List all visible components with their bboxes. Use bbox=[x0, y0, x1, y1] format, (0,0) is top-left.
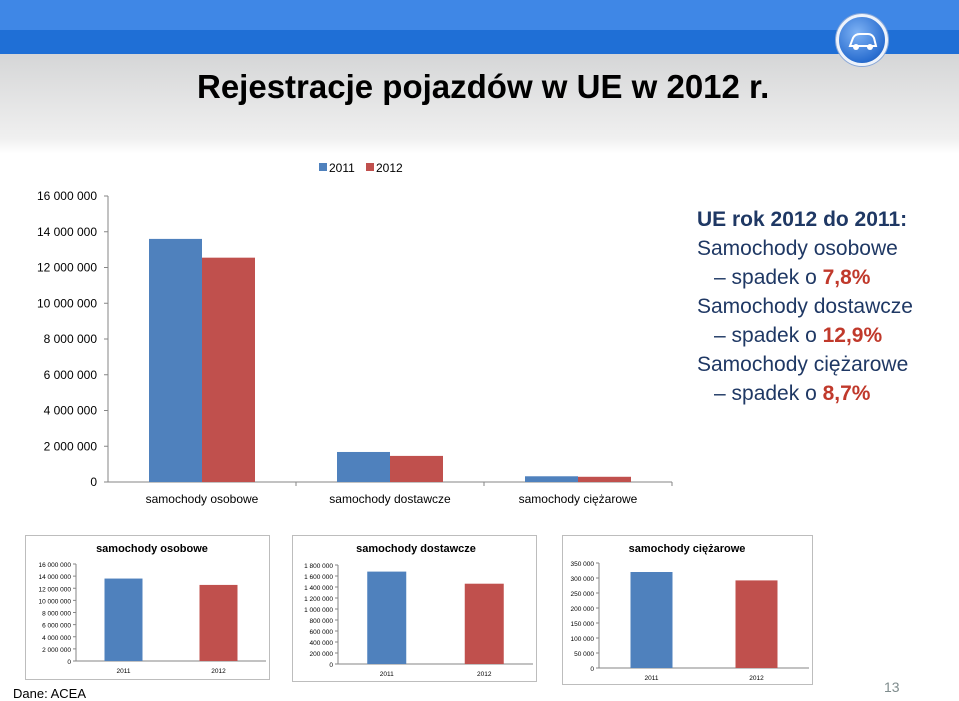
y-tick-label: 8 000 000 bbox=[42, 611, 71, 618]
summary-textbox: UE rok 2012 do 2011: Samochody osobowe –… bbox=[697, 205, 952, 408]
header-band bbox=[0, 54, 959, 154]
summary-change-dostawcze: – spadek o 12,9% bbox=[697, 321, 952, 350]
summary-category-dostawcze: Samochody dostawcze bbox=[697, 295, 913, 318]
y-tick-label: 10 000 000 bbox=[38, 598, 71, 605]
y-tick-label: 16 000 000 bbox=[38, 562, 71, 569]
change-text: – spadek o bbox=[714, 324, 823, 347]
y-tick-label: 0 bbox=[67, 659, 71, 666]
y-tick-label: 14 000 000 bbox=[37, 225, 97, 239]
small-chart-title: samochody dostawcze bbox=[356, 543, 476, 555]
x-tick-label: 2012 bbox=[477, 671, 492, 678]
y-tick-label: 400 000 bbox=[310, 640, 334, 647]
y-tick-label: 250 000 bbox=[571, 591, 595, 598]
y-tick-label: 200 000 bbox=[571, 606, 595, 613]
top-banner bbox=[0, 0, 959, 54]
y-tick-label: 1 200 000 bbox=[304, 596, 333, 603]
y-tick-label: 4 000 000 bbox=[42, 635, 71, 642]
y-tick-label: 10 000 000 bbox=[37, 296, 97, 310]
y-tick-label: 14 000 000 bbox=[38, 574, 71, 581]
page-number: 13 bbox=[884, 679, 900, 695]
y-tick-label: 600 000 bbox=[310, 629, 334, 636]
y-tick-label: 0 bbox=[90, 475, 97, 489]
y-tick-label: 100 000 bbox=[571, 636, 595, 643]
x-tick-label: samochody osobowe bbox=[146, 492, 259, 506]
bar-2012 bbox=[735, 580, 778, 668]
y-tick-label: 0 bbox=[590, 666, 594, 673]
summary-category-ciezarowe: Samochody ciężarowe bbox=[697, 353, 909, 376]
change-percent: 8,7% bbox=[822, 382, 871, 405]
change-text: – spadek o bbox=[714, 266, 823, 289]
y-tick-label: 800 000 bbox=[310, 618, 334, 625]
bar-2012-1 bbox=[390, 455, 443, 482]
car-logo-icon bbox=[836, 14, 888, 66]
bar-2011 bbox=[367, 571, 407, 664]
bar-2011-1 bbox=[337, 451, 390, 482]
summary-change-ciezarowe: – spadek o 8,7% bbox=[697, 379, 952, 408]
y-tick-label: 12 000 000 bbox=[38, 586, 71, 593]
y-tick-label: 4 000 000 bbox=[44, 404, 98, 418]
legend-label-2012: 2012 bbox=[376, 161, 403, 175]
bar-2011 bbox=[630, 572, 673, 668]
y-tick-label: 16 000 000 bbox=[37, 189, 97, 203]
y-tick-label: 8 000 000 bbox=[44, 332, 98, 346]
y-tick-label: 350 000 bbox=[571, 561, 595, 568]
y-tick-label: 200 000 bbox=[310, 651, 334, 658]
x-tick-label: 2012 bbox=[211, 668, 226, 675]
x-tick-label: 2011 bbox=[117, 668, 131, 675]
y-tick-label: 0 bbox=[329, 662, 333, 669]
change-percent: 7,8% bbox=[822, 266, 871, 289]
summary-heading: UE rok 2012 do 2011: bbox=[697, 208, 908, 231]
x-tick-label: samochody dostawcze bbox=[329, 492, 451, 506]
x-tick-label: 2012 bbox=[749, 675, 764, 682]
summary-change-osobowe: – spadek o 7,8% bbox=[697, 263, 952, 292]
bar-2012 bbox=[464, 583, 504, 664]
change-percent: 12,9% bbox=[822, 324, 883, 347]
y-tick-label: 150 000 bbox=[571, 621, 595, 628]
small-chart-title: samochody ciężarowe bbox=[629, 543, 746, 555]
bar-2011 bbox=[104, 578, 143, 661]
change-text: – spadek o bbox=[714, 382, 823, 405]
source-note: Dane: ACEA bbox=[13, 686, 86, 701]
bar-2011-2 bbox=[525, 476, 578, 482]
bar-2012 bbox=[199, 584, 238, 661]
legend-swatch-2011 bbox=[319, 163, 327, 171]
y-tick-label: 2 000 000 bbox=[42, 647, 71, 654]
y-tick-label: 1 800 000 bbox=[304, 563, 333, 570]
small-chart-title: samochody osobowe bbox=[96, 543, 208, 555]
x-tick-label: 2011 bbox=[645, 675, 659, 682]
legend-label-2011: 2011 bbox=[329, 161, 355, 175]
bar-2012-0 bbox=[202, 257, 255, 482]
y-tick-label: 1 400 000 bbox=[304, 585, 333, 592]
small-chart-osobowe: samochody osobowe 0 2 000 000 4 000 000 6 00… bbox=[25, 535, 270, 680]
y-tick-label: 50 000 bbox=[574, 651, 594, 658]
x-tick-label: samochody ciężarowe bbox=[519, 492, 638, 506]
main-bar-chart: 2011 2012 0 2 000 000 4 000 000 6 000 000 8 00… bbox=[37, 161, 673, 506]
summary-category-osobowe: Samochody osobowe bbox=[697, 237, 898, 260]
small-chart-dostawcze: samochody dostawcze 0 200 000 400 000 600 00… bbox=[292, 535, 537, 682]
y-tick-label: 1 600 000 bbox=[304, 574, 333, 581]
legend: 2011 2012 bbox=[319, 161, 403, 175]
small-chart-ciezarowe: samochody ciężarowe 0 50 000 100 000 150 000… bbox=[562, 535, 813, 685]
y-tick-label: 1 000 000 bbox=[304, 607, 333, 614]
y-tick-label: 12 000 000 bbox=[37, 261, 97, 275]
bar-2011-0 bbox=[149, 238, 202, 482]
y-tick-label: 2 000 000 bbox=[44, 439, 98, 453]
y-tick-label: 6 000 000 bbox=[42, 623, 71, 630]
y-tick-label: 300 000 bbox=[571, 576, 595, 583]
x-tick-label: 2011 bbox=[380, 671, 394, 678]
legend-swatch-2012 bbox=[366, 163, 374, 171]
y-tick-label: 6 000 000 bbox=[44, 368, 98, 382]
bar-2012-2 bbox=[578, 476, 631, 482]
slide-title: Rejestracje pojazdów w UE w 2012 r. bbox=[197, 68, 770, 105]
